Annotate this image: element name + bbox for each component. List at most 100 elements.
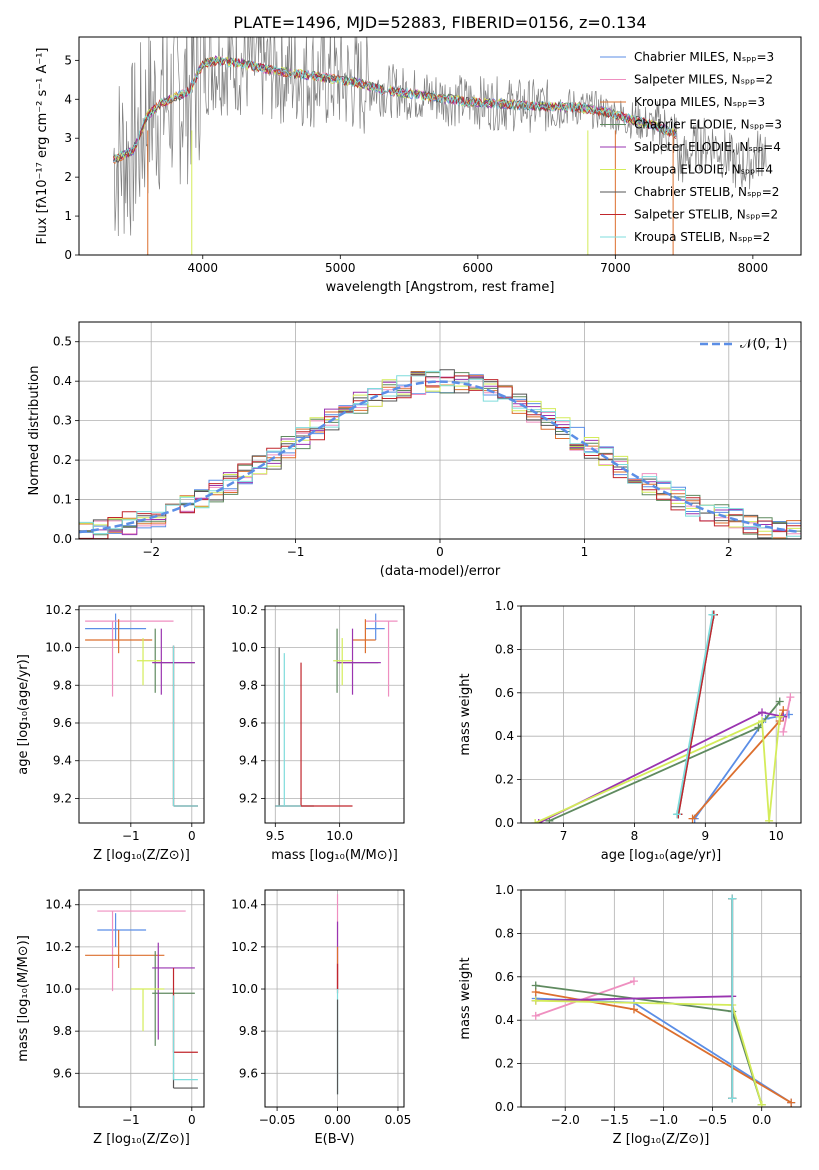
model-kroupa-stelib [113, 56, 677, 162]
plot-area [531, 894, 796, 1107]
y-tick-label: 0.1 [53, 493, 72, 507]
point-marker [786, 693, 795, 702]
x-tick-label: 0.00 [324, 1113, 351, 1127]
y-tick-label: 2 [64, 170, 72, 184]
x-axis-label: mass [log₁₀(M/M⊙)] [271, 848, 398, 863]
axes-frame [78, 889, 205, 1108]
point-marker [534, 819, 543, 823]
y-tick-label: 9.8 [239, 1024, 258, 1038]
point-marker [531, 819, 540, 823]
x-tick-label: −2 [142, 545, 160, 559]
y-tick-label: 5 [64, 53, 72, 67]
point-marker [758, 717, 767, 726]
x-tick-label: 9 [701, 829, 709, 843]
y-tick-label: 3 [64, 131, 72, 145]
y-tick-label: 10.2 [231, 940, 258, 954]
y-tick-label: 0.2 [495, 773, 514, 787]
axes-frame [78, 605, 205, 824]
y-tick-label: 0.0 [495, 816, 514, 830]
y-tick-label: 1 [64, 209, 72, 223]
y-tick-label: 0.0 [53, 532, 72, 546]
series-salpeter-miles [782, 696, 792, 733]
legend-label: 𝒩(0, 1) [740, 337, 787, 352]
point-marker [629, 1005, 638, 1014]
y-tick-label: 9.6 [239, 716, 258, 730]
legend-label: Chabrier MILES, Nₛₚₚ=3 [634, 50, 774, 64]
legend-label: Kroupa ELODIE, Nₛₚₚ=4 [634, 163, 773, 177]
gaussian-curve [79, 380, 801, 534]
x-axis-label: age [log₁₀(age/yr)] [601, 848, 722, 863]
y-tick-label: 0.4 [495, 729, 514, 743]
x-axis-label: Z [log₁₀(Z/Z⊙)] [93, 848, 190, 863]
y-axis-label: mass [log₁₀(M/M⊙)] [16, 935, 31, 1062]
y-axis-label: mass weight [458, 957, 473, 1039]
point-marker [757, 1100, 766, 1107]
x-tick-label: 10 [769, 829, 784, 843]
x-tick-label: 0 [188, 1113, 196, 1127]
x-tick-label: 0.0 [752, 1113, 771, 1127]
panel-age-vs-Z: −1 0 9.2 9.4 9.6 9.8 10.0 10.2 Z [log₁₀(Z/Z⊙)] ag… [16, 603, 205, 863]
y-tick-label: 0.8 [495, 642, 514, 656]
panel-spectrum: Chabrier MILES, Nₛₚₚ=3 Salpeter MILES, Nₛ… [35, 36, 802, 295]
x-tick-label: 8 [631, 829, 639, 843]
point-marker [758, 708, 767, 717]
point-marker [775, 712, 784, 721]
x-tick-label: 8000 [738, 261, 769, 275]
y-tick-label: 0.8 [495, 926, 514, 940]
y-axis-label: Normed distribution [27, 366, 42, 496]
y-tick-label: 10.0 [45, 641, 72, 655]
legend-label: Chabrier STELIB, Nₛₚₚ=2 [634, 185, 779, 199]
axes-frame [264, 889, 405, 1108]
x-tick-label: −1 [122, 829, 140, 843]
y-tick-label: 0.5 [53, 335, 72, 349]
point-marker [787, 1098, 796, 1107]
point-marker [688, 814, 697, 823]
legend-label: Chabrier ELODIE, Nₛₚₚ=3 [634, 118, 782, 132]
panel-mass-vs-Z: −1 0 9.6 9.8 10.0 10.2 10.4 Z [log₁₀(Z/Z⊙)] mass… [16, 889, 205, 1147]
x-tick-label: 9.5 [266, 829, 285, 843]
x-tick-label: 2 [725, 545, 733, 559]
y-tick-label: 10.4 [231, 898, 258, 912]
x-tick-label: 6000 [463, 261, 494, 275]
series-kroupa-elodie [535, 999, 763, 1106]
y-axis-label: mass weight [458, 673, 473, 755]
point-marker [728, 894, 737, 903]
axes-frame [520, 889, 802, 1108]
y-tick-label: 9.8 [239, 678, 258, 692]
series-kroupa-stelib [676, 614, 714, 815]
x-tick-label: −1 [287, 545, 305, 559]
x-axis-label: wavelength [Angstrom, rest frame] [326, 280, 555, 295]
x-tick-label: −1.0 [649, 1113, 678, 1127]
panel-mass-vs-ebv: −0.05 0.00 0.05 9.6 9.8 10.0 10.2 10.4 E(B-V) [231, 889, 411, 1147]
point-marker [728, 1094, 737, 1103]
legend-label: Salpeter ELODIE, Nₛₚₚ=4 [634, 140, 781, 154]
y-tick-label: 10.0 [231, 982, 258, 996]
y-tick-label: 10.4 [45, 898, 72, 912]
figure-title: PLATE=1496, MJD=52883, FIBERID=0156, z=0… [233, 13, 646, 32]
histogram-kroupa-stelib [79, 370, 801, 539]
x-tick-label: 10.0 [326, 829, 353, 843]
panel-weight-vs-Z: −2.0 −1.5 −1.0 −0.5 0.0 0.0 0.2 0.4 0.6 0.8 1.0 Z [… [458, 883, 802, 1147]
y-axis-label: Flux [fλ10⁻¹⁷ erg cm⁻² s⁻¹ A⁻¹] [35, 48, 50, 245]
y-tick-label: 9.4 [53, 754, 72, 768]
x-tick-label: −0.05 [259, 1113, 296, 1127]
point-marker [754, 723, 763, 732]
y-tick-label: 0.6 [495, 970, 514, 984]
point-marker [531, 996, 540, 1005]
legend-label: Salpeter STELIB, Nₛₚₚ=2 [634, 208, 778, 222]
plot-area [79, 369, 801, 539]
y-tick-label: 9.8 [53, 1024, 72, 1038]
x-axis-label: (data-model)/error [380, 564, 501, 579]
model-salpeter-stelib [113, 57, 677, 161]
y-tick-label: 10.2 [45, 940, 72, 954]
x-tick-label: 0 [188, 829, 196, 843]
x-tick-label: 7 [560, 829, 568, 843]
y-tick-label: 0.4 [53, 374, 72, 388]
x-tick-label: −2.0 [551, 1113, 580, 1127]
point-marker [708, 610, 717, 619]
point-marker [531, 981, 540, 990]
legend-label: Kroupa MILES, Nₛₚₚ=3 [634, 95, 765, 109]
x-tick-label: 5000 [325, 261, 356, 275]
x-tick-label: 4000 [187, 261, 218, 275]
